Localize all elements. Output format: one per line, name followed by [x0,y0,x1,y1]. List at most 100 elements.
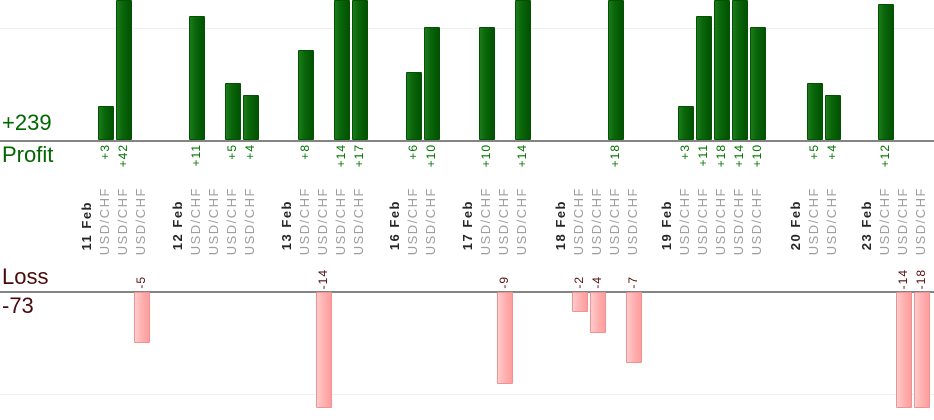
loss-bar [896,292,912,408]
profit-bar [352,0,368,140]
loss-value-label: -7 [626,276,640,289]
profit-bar [243,95,259,140]
symbol-label: USD/CHF [97,186,112,255]
loss-axis-label: Loss [2,264,49,289]
symbol-label: USD/CHF [351,186,366,255]
profit-bar [807,83,823,140]
symbol-label: USD/CHF [625,186,640,255]
profit-bar [116,0,132,140]
date-label: 12 Feb [170,199,185,250]
loss-value-label: -14 [896,268,910,289]
profit-value-label: +4 [825,144,839,160]
loss-bar [316,292,332,408]
profit-value-label: +4 [243,144,257,160]
profit-bar [225,83,241,140]
symbol-label: USD/CHF [423,186,438,255]
profit-bar [696,16,712,140]
date-label: 13 Feb [279,199,294,250]
profit-bar [678,106,694,140]
profit-bar [714,0,730,140]
profit-bar [515,0,531,140]
symbol-label: USD/CHF [677,186,692,255]
profit-value-label: +14 [732,144,746,168]
profit-value-label: +10 [424,144,438,168]
profit-value-label: +12 [878,144,892,168]
date-label: 23 Feb [859,199,874,250]
symbol-label: USD/CHF [224,186,239,255]
symbol-label: USD/CHF [589,186,604,255]
symbol-label: USD/CHF [806,186,821,255]
symbol-label: USD/CHF [315,186,330,255]
date-label: 18 Feb [553,199,568,250]
profit-bar [608,0,624,140]
loss-bar [134,292,150,343]
symbol-label: USD/CHF [895,186,910,255]
profit-bar [189,16,205,140]
profit-value-label: +3 [678,144,692,160]
symbol-label: USD/CHF [206,186,221,255]
profit-axis-label: Profit [2,142,54,167]
symbol-label: USD/CHF [913,186,928,255]
symbol-label: USD/CHF [877,186,892,255]
profit-value-label: +18 [608,144,622,168]
symbol-label: USD/CHF [749,186,764,255]
profit-value-label: +10 [479,144,493,168]
date-label: 17 Feb [460,199,475,250]
profit-bar [825,95,841,140]
symbol-label: USD/CHF [571,186,586,255]
date-label: 19 Feb [659,199,674,250]
symbol-label: USD/CHF [713,186,728,255]
profit-bar [424,27,440,140]
symbol-label: USD/CHF [115,186,130,255]
loss-value-label: -14 [316,268,330,289]
profit-value-label: +8 [298,144,312,160]
profit-value-label: +5 [225,144,239,160]
symbol-label: USD/CHF [133,186,148,255]
loss-value-label: -5 [134,276,148,289]
symbol-label: USD/CHF [242,186,257,255]
loss-bar [626,292,642,363]
profit-bar [479,27,495,140]
loss-gridline [0,394,934,395]
symbol-label: USD/CHF [824,186,839,255]
profit-value-label: +17 [352,144,366,168]
profit-value-label: +11 [696,144,710,167]
profit-bar [732,0,748,140]
profit-value-label: +6 [406,144,420,160]
symbol-label: USD/CHF [731,186,746,255]
profit-value-label: +10 [750,144,764,168]
profit-value-label: +11 [189,144,203,167]
date-label: 16 Feb [387,199,402,250]
date-label: 11 Feb [79,200,94,250]
symbol-label: USD/CHF [514,186,529,255]
loss-bar [914,292,930,408]
loss-value-label: -18 [914,268,928,289]
symbol-label: USD/CHF [297,186,312,255]
profit-value-label: +14 [515,144,529,168]
profit-bar [750,27,766,140]
profit-bar [406,72,422,140]
profit-value-label: +18 [714,144,728,168]
profit-value-label: +3 [98,144,112,160]
symbol-label: USD/CHF [333,186,348,255]
symbol-label: USD/CHF [607,186,622,255]
symbol-label: USD/CHF [405,186,420,255]
date-label: 20 Feb [788,199,803,250]
profit-total: +239 [2,110,52,135]
profit-axis-line [0,140,934,142]
profit-bar [98,106,114,140]
loss-axis-line [0,291,934,293]
symbol-label: USD/CHF [496,186,511,255]
profit-value-label: +42 [116,144,130,168]
loss-bar [572,292,588,312]
symbol-label: USD/CHF [695,186,710,255]
loss-bar [590,292,606,333]
profit-gridline [0,28,934,29]
symbol-label: USD/CHF [188,186,203,255]
loss-value-label: -4 [590,276,604,289]
profit-bar [334,0,350,140]
loss-total: -73 [2,293,34,318]
profit-bar [298,50,314,140]
loss-value-label: -2 [572,276,586,289]
